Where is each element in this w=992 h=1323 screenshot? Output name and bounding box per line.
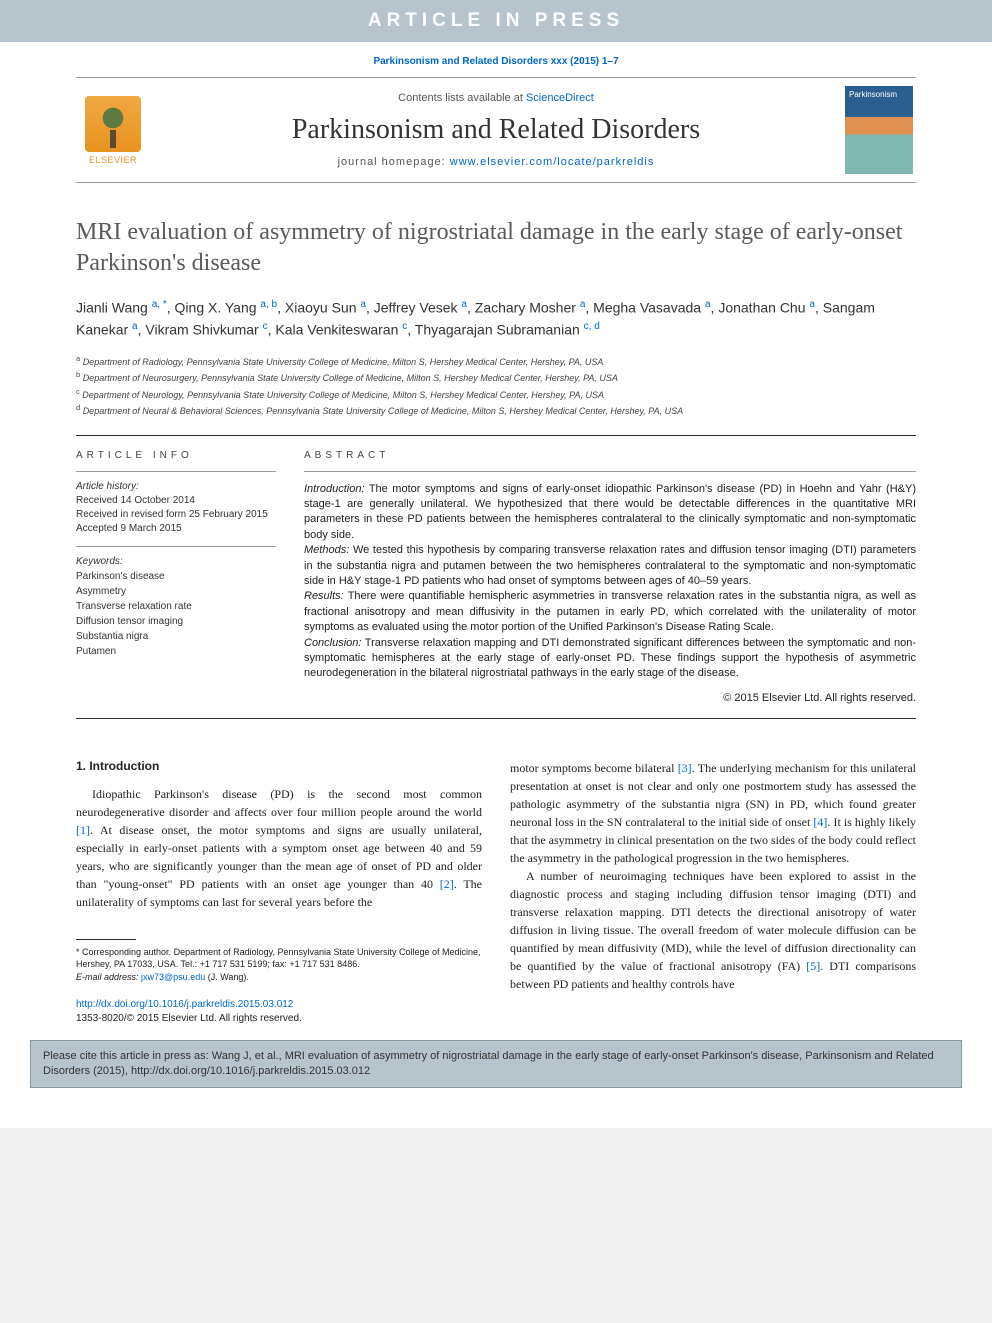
abstract-intro: Introduction: The motor symptoms and sig… bbox=[304, 482, 916, 544]
abstract-conclusion: Conclusion: Transverse relaxation mappin… bbox=[304, 636, 916, 682]
abstract-results: Results: There were quantifiable hemisph… bbox=[304, 589, 916, 635]
footnote-separator bbox=[76, 939, 136, 940]
info-abstract-row: ARTICLE INFO Article history: Received 1… bbox=[76, 450, 916, 704]
section-divider bbox=[76, 718, 916, 719]
article-in-press-banner: ARTICLE IN PRESS bbox=[0, 0, 992, 42]
homepage-link[interactable]: www.elsevier.com/locate/parkreldis bbox=[450, 156, 655, 168]
intro-paragraph-1-cont: motor symptoms become bilateral [3]. The… bbox=[510, 759, 916, 867]
affiliation-c: c Department of Neurology, Pennsylvania … bbox=[76, 386, 916, 403]
abstract: ABSTRACT Introduction: The motor symptom… bbox=[304, 450, 916, 704]
elsevier-tree-icon bbox=[85, 96, 141, 152]
ref-2[interactable]: [2] bbox=[440, 877, 454, 891]
intro-paragraph-2: A number of neuroimaging techniques have… bbox=[510, 867, 916, 993]
journal-header: ELSEVIER Contents lists available at Sci… bbox=[76, 77, 916, 183]
doi-link[interactable]: http://dx.doi.org/10.1016/j.parkreldis.2… bbox=[76, 999, 293, 1010]
ref-5[interactable]: [5] bbox=[806, 959, 820, 973]
author-email-link[interactable]: jxw73@psu.edu bbox=[141, 972, 205, 982]
section-divider bbox=[76, 435, 916, 436]
cite-this-article-box: Please cite this article in press as: Wa… bbox=[30, 1040, 962, 1089]
article-history: Article history: Received 14 October 201… bbox=[76, 480, 276, 536]
header-center: Contents lists available at ScienceDirec… bbox=[150, 86, 842, 174]
ref-3[interactable]: [3] bbox=[678, 761, 692, 775]
ref-4[interactable]: [4] bbox=[813, 815, 827, 829]
journal-homepage: journal homepage: www.elsevier.com/locat… bbox=[150, 156, 842, 168]
keyword: Transverse relaxation rate bbox=[76, 599, 276, 614]
publisher-name: ELSEVIER bbox=[89, 155, 137, 165]
keyword: Parkinson's disease bbox=[76, 569, 276, 584]
intro-paragraph-1: Idiopathic Parkinson's disease (PD) is t… bbox=[76, 785, 482, 911]
abstract-methods: Methods: We tested this hypothesis by co… bbox=[304, 543, 916, 589]
keywords-block: Keywords: Parkinson's disease Asymmetry … bbox=[76, 555, 276, 659]
keyword: Putamen bbox=[76, 644, 276, 659]
keyword: Diffusion tensor imaging bbox=[76, 614, 276, 629]
affiliation-a: a Department of Radiology, Pennsylvania … bbox=[76, 353, 916, 370]
affiliation-list: a Department of Radiology, Pennsylvania … bbox=[76, 353, 916, 419]
doi-block: http://dx.doi.org/10.1016/j.parkreldis.2… bbox=[76, 998, 482, 1026]
page: ARTICLE IN PRESS Parkinsonism and Relate… bbox=[0, 0, 992, 1128]
homepage-prefix: journal homepage: bbox=[338, 156, 450, 168]
journal-title: Parkinsonism and Related Disorders bbox=[150, 114, 842, 146]
contents-available: Contents lists available at ScienceDirec… bbox=[150, 92, 842, 104]
body-col-right: motor symptoms become bilateral [3]. The… bbox=[510, 759, 916, 1026]
info-heading: ARTICLE INFO bbox=[76, 450, 276, 461]
article-info: ARTICLE INFO Article history: Received 1… bbox=[76, 450, 276, 704]
body-col-left: 1. Introduction Idiopathic Parkinson's d… bbox=[76, 759, 482, 1026]
keyword: Asymmetry bbox=[76, 584, 276, 599]
keyword: Substantia nigra bbox=[76, 629, 276, 644]
section-1-heading: 1. Introduction bbox=[76, 759, 482, 773]
abstract-heading: ABSTRACT bbox=[304, 450, 916, 461]
affiliation-b: b Department of Neurosurgery, Pennsylvan… bbox=[76, 369, 916, 386]
affiliation-d: d Department of Neural & Behavioral Scie… bbox=[76, 402, 916, 419]
elsevier-logo: ELSEVIER bbox=[76, 86, 150, 174]
citation-top: Parkinsonism and Related Disorders xxx (… bbox=[0, 42, 992, 77]
body-columns: 1. Introduction Idiopathic Parkinson's d… bbox=[76, 759, 916, 1026]
article-title: MRI evaluation of asymmetry of nigrostri… bbox=[76, 217, 916, 279]
journal-cover-thumb: Parkinsonism bbox=[842, 86, 916, 174]
ref-1[interactable]: [1] bbox=[76, 823, 90, 837]
corresponding-author-footnote: * Corresponding author. Department of Ra… bbox=[76, 946, 482, 984]
cover-image: Parkinsonism bbox=[845, 86, 913, 174]
abstract-copyright: © 2015 Elsevier Ltd. All rights reserved… bbox=[304, 692, 916, 704]
issn-copyright: 1353-8020/© 2015 Elsevier Ltd. All right… bbox=[76, 1012, 482, 1026]
contents-prefix: Contents lists available at bbox=[398, 92, 526, 104]
author-list: Jianli Wang a, *, Qing X. Yang a, b, Xia… bbox=[76, 297, 916, 340]
sciencedirect-link[interactable]: ScienceDirect bbox=[526, 92, 594, 104]
